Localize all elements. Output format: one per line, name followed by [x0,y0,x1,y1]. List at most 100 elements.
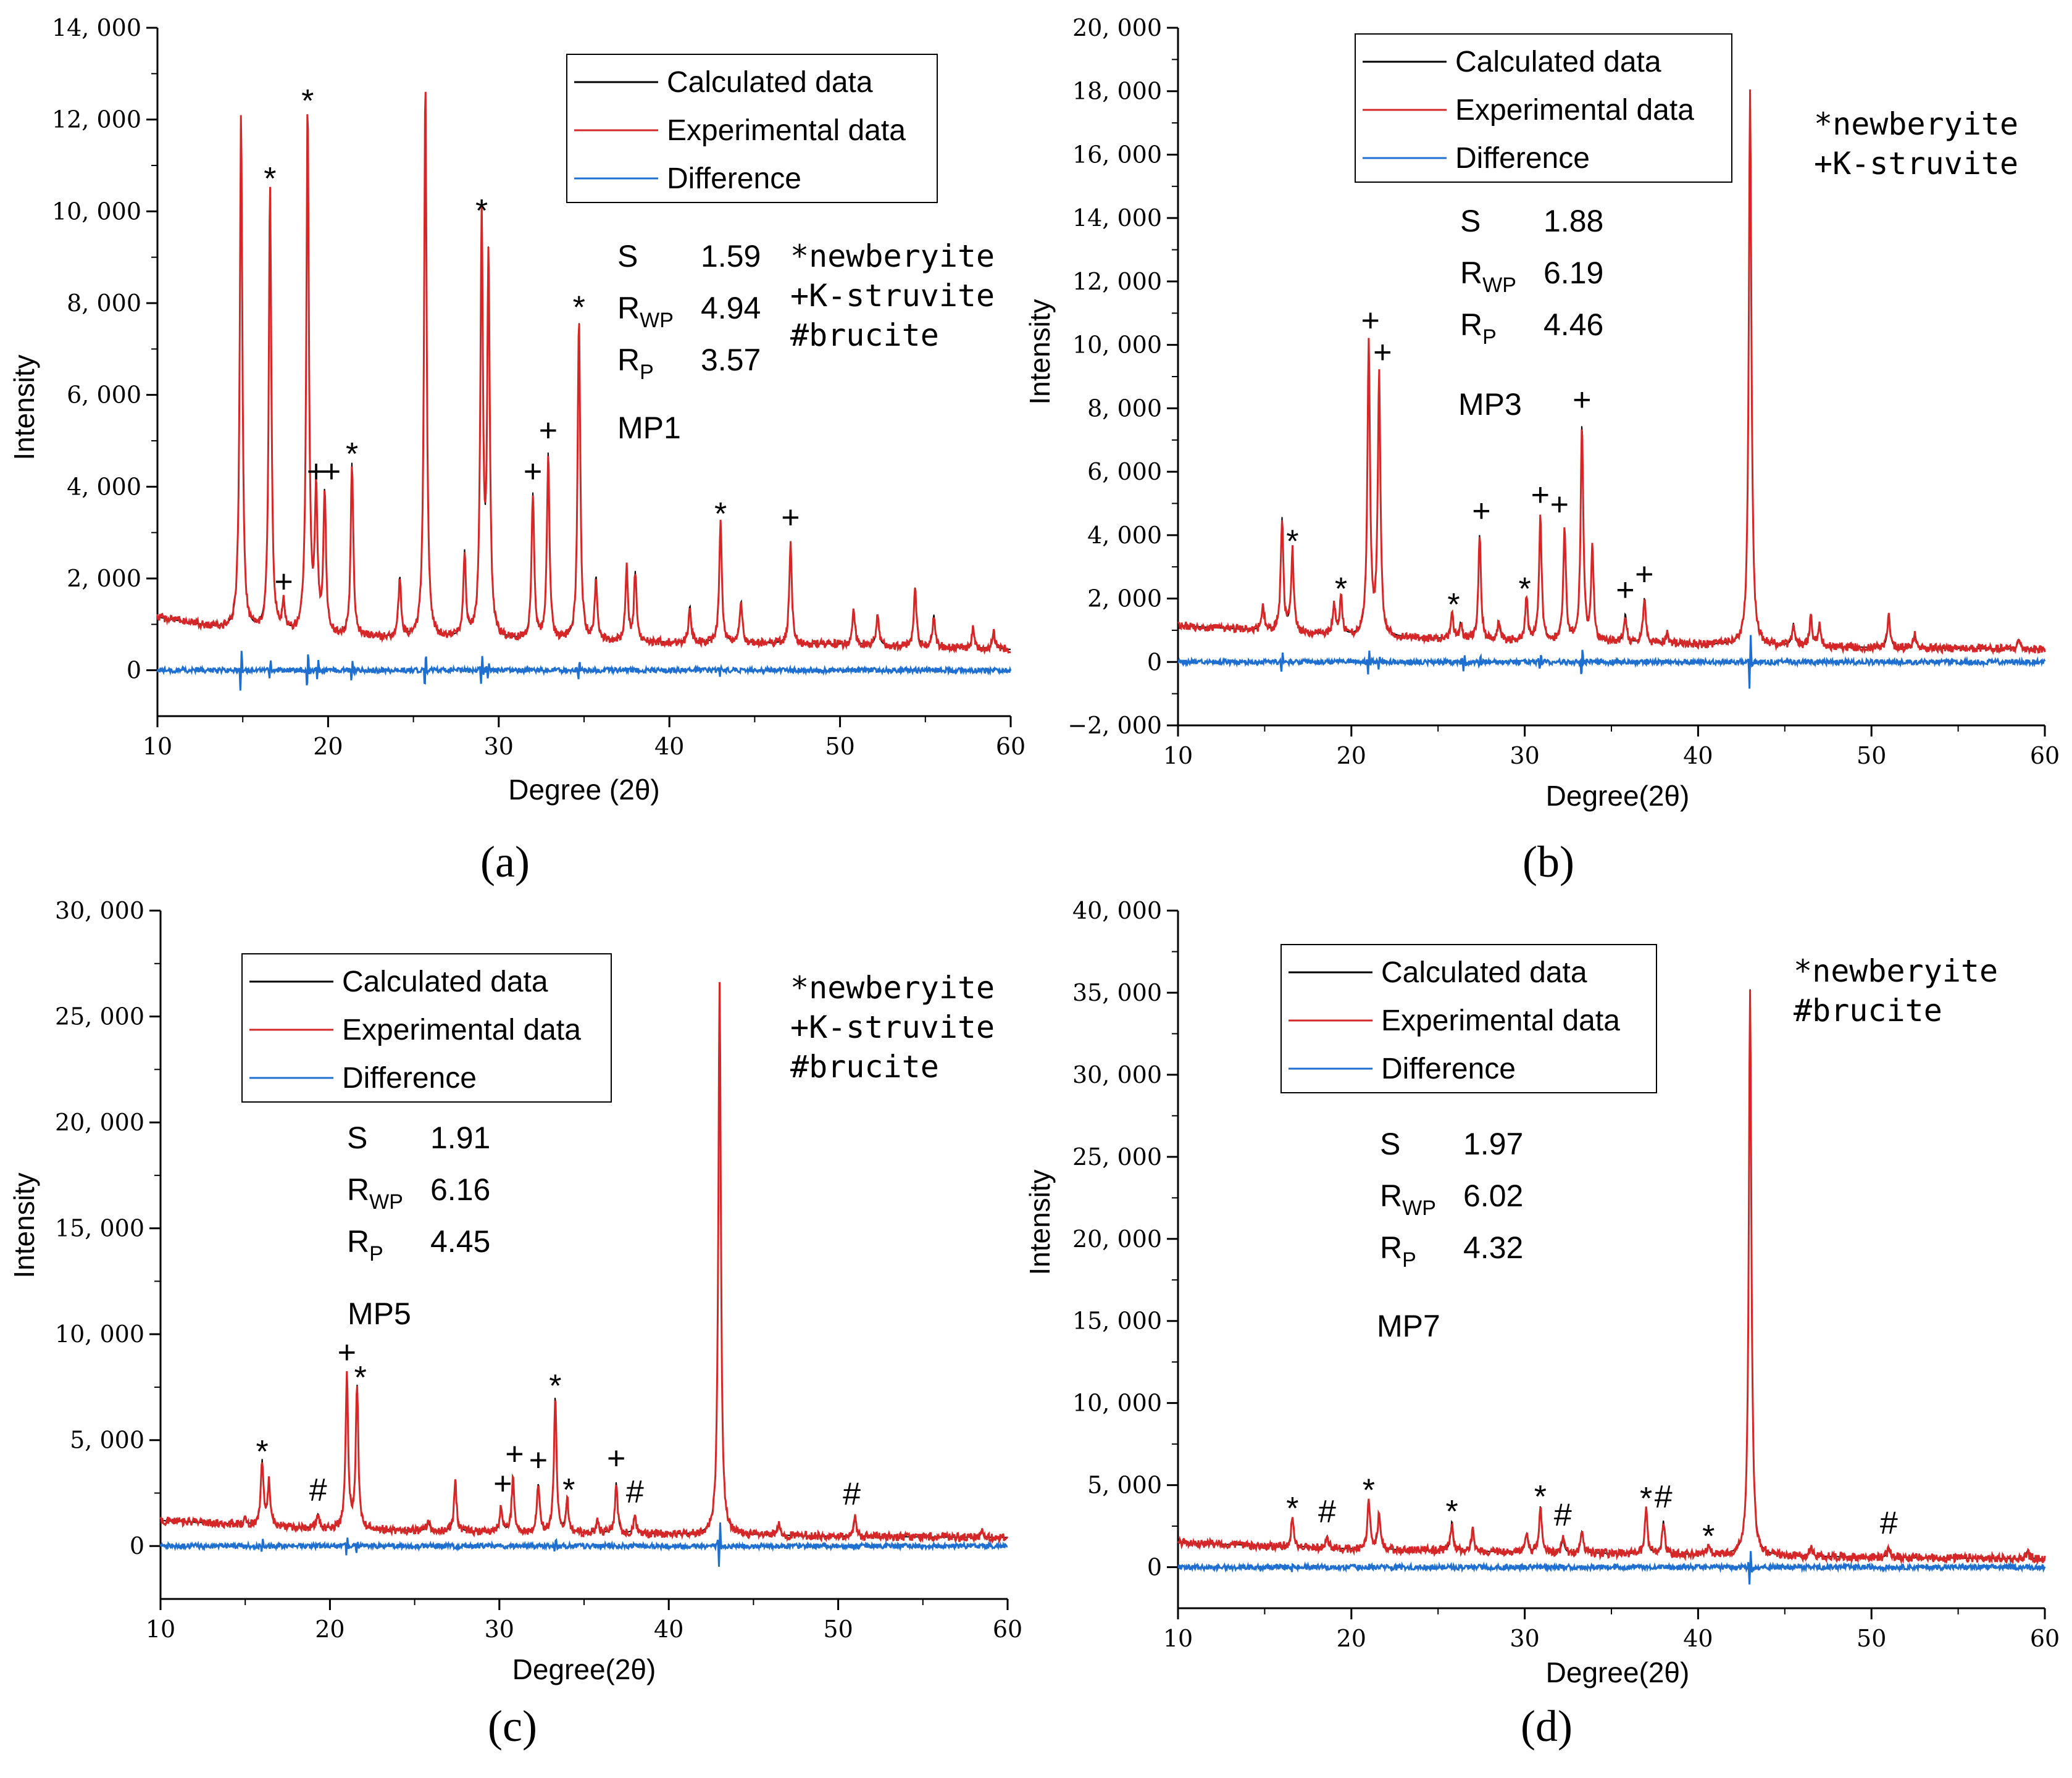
chart-panel-1: 10 20 30 40 50 60 0 2, 000 4, 000 6, 000 8, 000 10,… [8,14,1026,887]
panel-label: (a) [480,837,530,887]
stat-label: RWP [347,1172,403,1214]
legend-entry: Experimental data [667,114,906,147]
experimental-data-line [156,91,1011,655]
x-tick-label: 60 [2030,1625,2060,1652]
y-tick-label: 4, 000 [1087,522,1162,549]
phase-marker: + [539,412,558,448]
phase-marker: + [1550,487,1569,523]
stat-label: RWP [1460,256,1516,297]
y-tick-label: 16, 000 [1072,141,1162,168]
phase-marker: # [1554,1497,1572,1533]
y-tick-label: 5, 000 [1087,1472,1162,1499]
difference-line [1177,1551,2046,1585]
phase-key-entry: *newberyite [790,970,995,1006]
y-tick-label: 14, 000 [52,14,141,41]
y-tick-label: 15, 000 [55,1215,144,1242]
stat-label: RP [347,1224,383,1266]
sample-label: MP7 [1377,1309,1440,1343]
y-tick-label: 10, 000 [1072,1390,1162,1417]
y-tick-label: 0 [1147,648,1162,675]
phase-marker: # [843,1477,861,1513]
x-tick-label: 40 [654,733,684,760]
y-tick-label: 14, 000 [1072,204,1162,232]
stat-label: RP [1380,1230,1416,1272]
stat-label: S [617,239,638,273]
y-tick-label: 8, 000 [1087,394,1162,422]
x-tick-label: 20 [1337,1625,1366,1652]
phase-marker: + [1573,382,1591,418]
x-tick-label: 40 [1683,1625,1713,1652]
phase-marker: * [573,290,585,325]
refinement-stats: S 1.59 RWP 4.94 RP 3.57 [617,239,761,384]
y-tick-label: 10, 000 [1072,332,1162,359]
phase-marker: * [475,193,488,229]
phase-marker: + [1635,557,1653,593]
experimental-data-line [159,982,1009,1545]
stat-subscript: WP [640,309,674,332]
legend: Calculated data Experimental data Differen… [1355,33,1732,183]
stat-value: 1.88 [1544,204,1603,238]
difference-line [159,1522,1008,1567]
phase-marker: + [322,454,341,490]
stat-value: 4.94 [701,291,761,325]
refinement-stats: S 1.91 RWP 6.16 RP 4.45 [347,1121,490,1266]
legend-entry: Experimental data [1455,94,1694,127]
phase-marker: + [524,454,542,490]
stat-label: RP [617,343,654,384]
x-tick-label: 50 [1857,1625,1886,1652]
y-tick-label: 18, 000 [1072,78,1162,105]
panel-label: (d) [1521,1701,1573,1751]
experimental-data-line [1177,89,2046,656]
y-tick-label: 2, 000 [1087,585,1162,612]
y-tick-label: 20, 000 [55,1109,144,1136]
stat-subscript: P [640,361,654,384]
phase-marker: * [1640,1481,1652,1517]
phase-marker: * [256,1434,269,1470]
x-axis-label: Degree(2θ) [1546,780,1690,812]
phase-marker: + [781,500,800,536]
legend: Calculated data Experimental data Differen… [566,54,938,203]
phase-key-entry: *newberyite [790,238,995,274]
phase-marker: + [1373,335,1392,370]
legend-entry: Difference [667,162,801,195]
difference-line [156,651,1012,691]
stat-label: S [347,1121,367,1155]
legend-entry: Calculated data [1381,956,1587,989]
phase-key-entry: +K-struvite [790,278,995,314]
y-tick-label: 30, 000 [1072,1061,1162,1088]
y-axis-label: Intensity [1024,299,1056,404]
phase-marker: + [307,454,325,490]
chart-panel-4: 10 20 30 40 50 60 0 5, 000 10, 000 15, 000 20, 000… [1024,897,2060,1751]
phase-marker: # [1655,1479,1673,1515]
y-tick-label: 6, 000 [1087,458,1162,485]
legend-entry: Difference [342,1062,477,1095]
x-tick-label: 60 [996,733,1026,760]
stat-value: 1.91 [430,1121,490,1155]
y-tick-label: 0 [130,1532,144,1559]
y-tick-label: 0 [1147,1554,1162,1581]
x-axis-label: Degree(2θ) [1546,1656,1690,1688]
x-tick-label: 30 [1510,1625,1539,1652]
phase-marker: + [338,1335,356,1371]
stat-subscript: P [369,1242,383,1266]
phase-marker: # [309,1472,327,1508]
stat-value: 3.57 [701,343,761,377]
refinement-stats: S 1.97 RWP 6.02 RP 4.32 [1380,1127,1523,1272]
legend-entry: Calculated data [1455,46,1661,78]
stat-subscript: WP [369,1190,403,1214]
phase-marker: + [1531,477,1550,513]
x-tick-label: 30 [1510,742,1539,769]
phase-key-entry: #brucite [790,1049,939,1085]
phase-key-entry: +K-struvite [790,1009,995,1045]
legend-entry: Experimental data [342,1014,581,1046]
phase-marker: + [607,1440,625,1476]
y-tick-label: 20, 000 [1072,14,1162,41]
legend: Calculated data Experimental data Differen… [1280,944,1657,1093]
stat-value: 4.32 [1463,1230,1523,1265]
phase-marker: * [562,1472,575,1508]
stat-value: 1.59 [701,239,761,273]
x-tick-label: 50 [825,733,854,760]
phase-marker: * [1534,1479,1547,1515]
x-tick-label: 50 [1857,742,1886,769]
